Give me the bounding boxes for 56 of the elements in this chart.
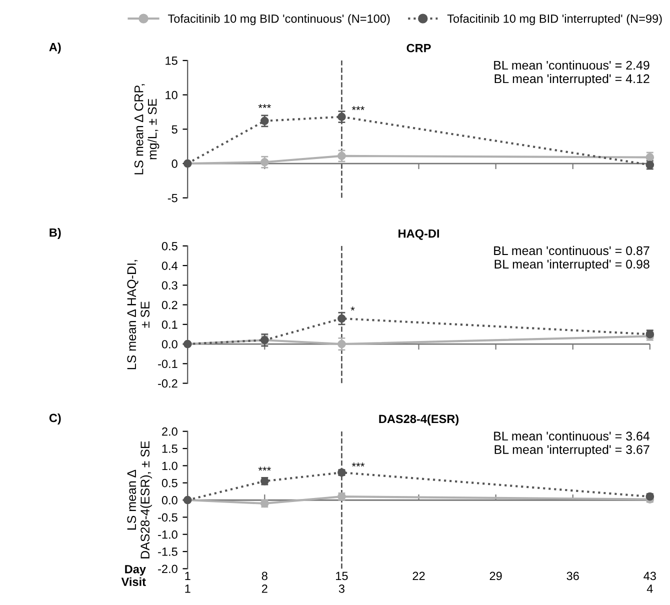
x-tick-label: 1 1: [185, 572, 190, 593]
legend-label: Tofacitinib 10 mg BID 'interrupted' (N=99): [447, 14, 662, 26]
annotation: BL mean 'continuous' = 3.64 BL mean 'interrupted' = 3.67: [494, 431, 650, 456]
x-tick-label: 36: [566, 572, 579, 580]
y-tick-label: 0.0: [162, 340, 178, 348]
point: [338, 112, 346, 121]
x-axis-title: Day Visit: [121, 565, 146, 586]
point: [338, 314, 346, 323]
y-tick-label: 0.5: [162, 478, 178, 488]
y-axis-title: LS mean Δ CRP, mg/L, ± SE: [134, 84, 160, 174]
y-tick-label: -1.0: [158, 530, 178, 539]
annotation: ***: [352, 106, 365, 110]
y-tick-label: 0.3: [162, 281, 178, 290]
y-axis-title: LS mean Δ HAQ-DI, ± SE: [127, 260, 150, 370]
y-tick-label: -0.2: [158, 379, 178, 388]
text: C): [49, 413, 61, 424]
x-tick-label: 15 3: [336, 572, 348, 593]
x-tick-label: 8 2: [262, 572, 268, 593]
y-tick-label: 0.0: [162, 496, 178, 504]
y-tick-label: 0.1: [162, 320, 178, 329]
annotation: ***: [352, 462, 365, 467]
annotation: BL mean 'continuous' = 2.49 BL mean 'interrupted' = 4.12: [494, 60, 650, 86]
annotation: ***: [258, 466, 271, 471]
y-tick-label: 5: [172, 125, 178, 134]
y-tick-label: 15: [166, 56, 178, 65]
y-tick-label: 0.2: [162, 300, 178, 310]
y-tick-label: 10: [166, 90, 178, 100]
y-tick-label: 0.5: [162, 242, 178, 250]
chart-title: HAQ-DI: [398, 229, 439, 240]
y-tick-label: 1.5: [162, 444, 178, 453]
point: [338, 152, 346, 160]
y-tick-label: -5: [168, 194, 178, 202]
text: A): [49, 42, 61, 54]
y-tick-label: -0.5: [158, 513, 178, 522]
y-tick-label: 0.4: [162, 262, 178, 270]
annotation: BL mean 'continuous' = 0.87 BL mean 'interrupted' = 0.98: [494, 246, 650, 272]
x-tick-label: 29: [490, 572, 502, 580]
y-tick-label: -2.0: [158, 564, 178, 574]
y-tick-label: 2.0: [162, 427, 178, 436]
y-tick-label: -1.5: [158, 548, 178, 556]
x-tick-label: 22: [412, 572, 425, 580]
point: [646, 492, 654, 501]
chart-title: DAS28-4(ESR): [379, 414, 459, 426]
y-tick-label: 0: [172, 160, 178, 168]
chart-title: CRP: [406, 44, 431, 52]
annotation: *: [350, 306, 355, 311]
annotation: ***: [258, 104, 271, 108]
x-tick-label: 43 4: [644, 572, 656, 593]
legend-label: Tofacitinib 10 mg BID 'continuous' (N=100): [168, 14, 390, 26]
point: [260, 116, 269, 126]
y-axis-title: LS mean Δ DAS28-4(ESR), ± SE: [127, 441, 152, 558]
y-tick-label: -0.1: [158, 360, 178, 368]
y-tick-label: 1.0: [162, 462, 178, 470]
point: [338, 340, 346, 348]
point: [260, 158, 269, 166]
text: B): [50, 228, 61, 240]
